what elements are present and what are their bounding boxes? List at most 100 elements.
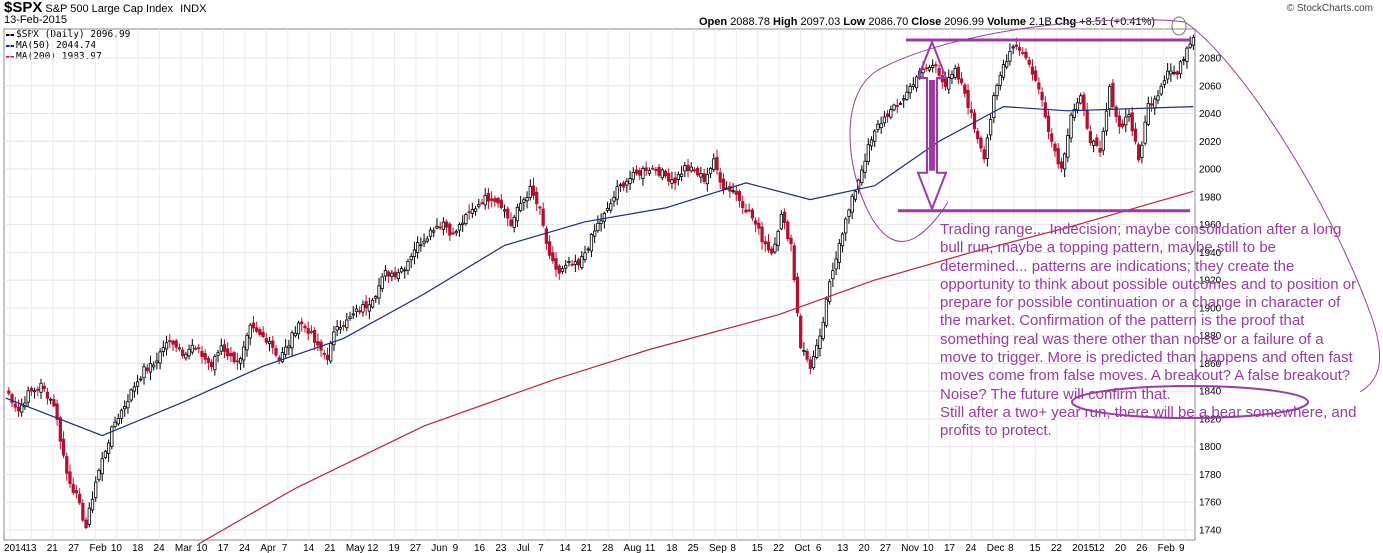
candle-body: [100, 458, 104, 475]
candle-body: [1088, 131, 1093, 144]
symbol-ticker: $SPX: [4, 0, 43, 16]
candle-body: [374, 296, 378, 299]
candle-body: [828, 281, 832, 302]
candle-body: [126, 401, 130, 409]
candle-body: [766, 241, 771, 251]
candle-body: [290, 332, 294, 349]
candle-body: [741, 201, 745, 209]
x-tick-label: 13: [837, 543, 849, 553]
candle-body: [1034, 70, 1038, 81]
candle-body: [654, 169, 658, 172]
candle-body: [1117, 115, 1121, 127]
candle-body: [248, 324, 252, 339]
annotation-text: Trading range... Indecision; maybe conso…: [940, 221, 1360, 441]
candle-body: [1191, 36, 1196, 46]
candle-body: [171, 340, 175, 345]
candle-body: [947, 77, 951, 90]
candle-body: [142, 366, 146, 379]
candle-body: [313, 330, 317, 343]
candle-body: [444, 221, 449, 228]
x-tick-label: 24: [239, 543, 251, 553]
candle-body: [351, 313, 355, 316]
candle-body: [377, 285, 381, 299]
candle-body: [985, 137, 990, 159]
candle-body: [609, 203, 613, 211]
candle-body: [1046, 115, 1051, 132]
x-tick-label: Feb: [1158, 543, 1176, 553]
candle-body: [113, 421, 117, 427]
candle-body: [618, 184, 623, 187]
candle-body: [663, 170, 668, 177]
candle-body: [750, 209, 755, 219]
candle-body: [322, 353, 326, 355]
candle-body: [502, 209, 507, 212]
candle-body: [383, 269, 388, 277]
x-tick-label: 24: [965, 543, 977, 553]
candle-body: [135, 381, 140, 387]
candle-body: [496, 197, 500, 204]
candle-body: [416, 242, 420, 253]
candle-body: [966, 89, 970, 109]
candle-body: [696, 167, 700, 176]
candle-body: [541, 208, 545, 226]
candle-body: [393, 271, 397, 278]
close-value: 2096.99: [944, 16, 985, 28]
candle-body: [78, 493, 82, 504]
candle-body: [1182, 59, 1186, 61]
candle-body: [1156, 95, 1160, 101]
candle-body: [32, 390, 37, 393]
x-tick-label: 6: [816, 543, 822, 553]
circle-annotation-right: [1184, 21, 1381, 393]
candle-body: [13, 403, 17, 408]
candle-body: [1162, 80, 1167, 85]
candle-body: [779, 213, 783, 230]
candle-body: [1149, 103, 1154, 106]
candle-body: [152, 364, 156, 368]
candle-body: [757, 222, 761, 229]
x-tick-label: 10: [196, 543, 208, 553]
stockcharts-credit: © StockCharts.com: [1286, 3, 1373, 14]
x-tick-label: Apr: [260, 543, 276, 553]
candle-body: [364, 301, 368, 309]
candle-body: [628, 178, 632, 184]
candle-body: [55, 403, 59, 420]
candle-body: [26, 390, 30, 403]
candle-body: [799, 315, 803, 348]
y-tick-label: 2020: [1199, 137, 1222, 148]
candle-body: [235, 360, 239, 363]
candle-body: [937, 68, 941, 76]
candle-body: [222, 344, 227, 352]
x-tick-label: 13: [25, 543, 37, 553]
x-tick-label: 19: [389, 543, 401, 553]
candle-body: [747, 209, 751, 212]
candle-body: [708, 167, 713, 174]
high-value: 2097.03: [800, 16, 841, 28]
candle-body: [506, 208, 510, 219]
candle-body: [1101, 130, 1105, 151]
candle-body: [998, 75, 1002, 86]
candle-body: [908, 86, 912, 94]
candle-body: [647, 170, 652, 174]
candle-body: [1017, 47, 1022, 51]
candle-body: [821, 321, 825, 339]
candle-body: [287, 345, 291, 349]
candle-body: [258, 329, 262, 335]
candle-body: [473, 208, 478, 212]
y-tick-label: 1800: [1199, 442, 1222, 453]
candle-body: [267, 340, 272, 345]
symbol-name: S&P 500 Large Cap Index: [45, 3, 173, 15]
candle-body: [438, 226, 442, 229]
candle-body: [715, 156, 719, 171]
candle-body: [570, 263, 574, 266]
candle-body: [1175, 71, 1179, 75]
candle-body: [834, 258, 838, 270]
candle-body: [573, 261, 577, 265]
candle-body: [515, 206, 520, 222]
candle-body: [251, 322, 256, 329]
candle-body: [988, 119, 993, 136]
candle-body: [847, 209, 851, 217]
candle-body: [840, 233, 845, 247]
candle-body: [869, 139, 874, 147]
candle-body: [818, 335, 822, 349]
symbol-exchange: INDX: [180, 3, 207, 15]
